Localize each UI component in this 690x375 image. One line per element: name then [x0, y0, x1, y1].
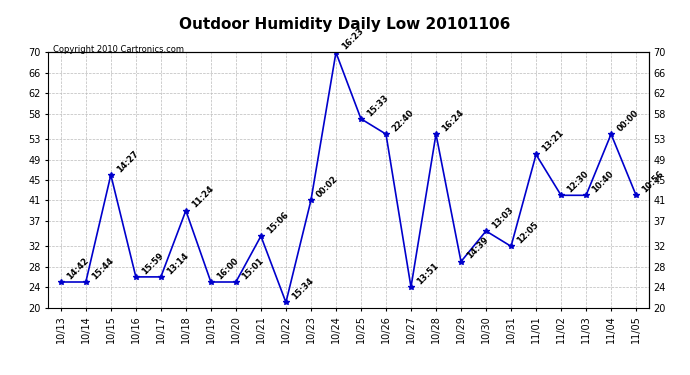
Text: 14:42: 14:42 — [65, 256, 90, 281]
Text: 16:24: 16:24 — [440, 108, 466, 134]
Text: 16:23: 16:23 — [340, 27, 366, 52]
Text: Outdoor Humidity Daily Low 20101106: Outdoor Humidity Daily Low 20101106 — [179, 17, 511, 32]
Text: 10:56: 10:56 — [640, 169, 666, 195]
Text: 12:05: 12:05 — [515, 220, 540, 246]
Text: 22:40: 22:40 — [390, 108, 415, 134]
Text: 15:06: 15:06 — [265, 210, 290, 236]
Text: 10:40: 10:40 — [590, 170, 615, 195]
Text: 13:21: 13:21 — [540, 129, 566, 154]
Text: 15:44: 15:44 — [90, 256, 115, 281]
Text: 15:59: 15:59 — [140, 251, 166, 276]
Text: 00:00: 00:00 — [615, 108, 640, 134]
Text: 14:27: 14:27 — [115, 149, 140, 174]
Text: 13:14: 13:14 — [165, 251, 190, 276]
Text: 13:03: 13:03 — [490, 205, 515, 230]
Text: 15:33: 15:33 — [365, 93, 391, 118]
Text: 12:30: 12:30 — [565, 170, 591, 195]
Text: 16:00: 16:00 — [215, 256, 240, 281]
Text: 14:39: 14:39 — [465, 236, 491, 261]
Text: 15:01: 15:01 — [240, 256, 266, 281]
Text: Copyright 2010 Cartronics.com: Copyright 2010 Cartronics.com — [53, 45, 184, 54]
Text: 13:51: 13:51 — [415, 261, 440, 286]
Text: 00:02: 00:02 — [315, 174, 340, 200]
Text: 11:24: 11:24 — [190, 184, 215, 210]
Text: 15:34: 15:34 — [290, 276, 315, 302]
